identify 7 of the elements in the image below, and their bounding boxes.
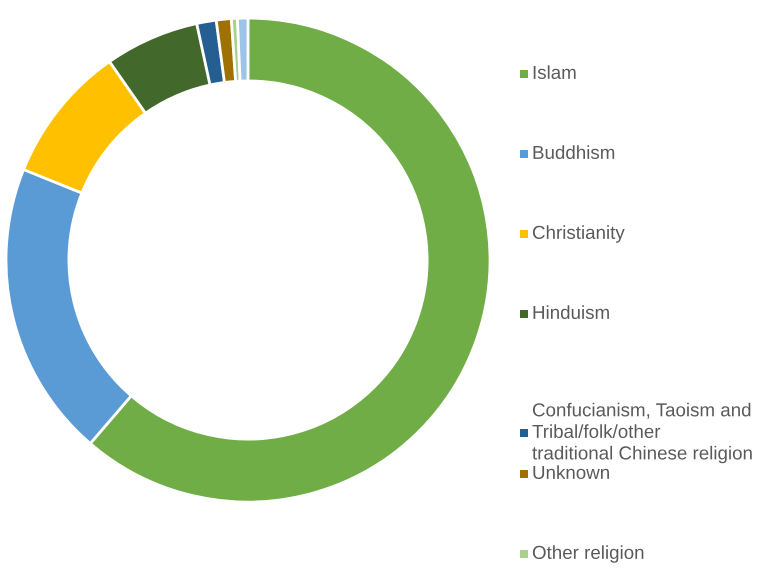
legend-label: Hinduism (534, 305, 609, 320)
legend-label: Islam (534, 65, 576, 80)
legend-label: Christianity (532, 225, 625, 243)
legend-label: Confucianism, Taoism and Tribal/folk/other traditional Chinese religion (532, 402, 752, 464)
legend-label: Buddhism (534, 145, 614, 160)
legend-label: Unknown (533, 465, 609, 480)
legend-label: Other religion (532, 545, 644, 563)
